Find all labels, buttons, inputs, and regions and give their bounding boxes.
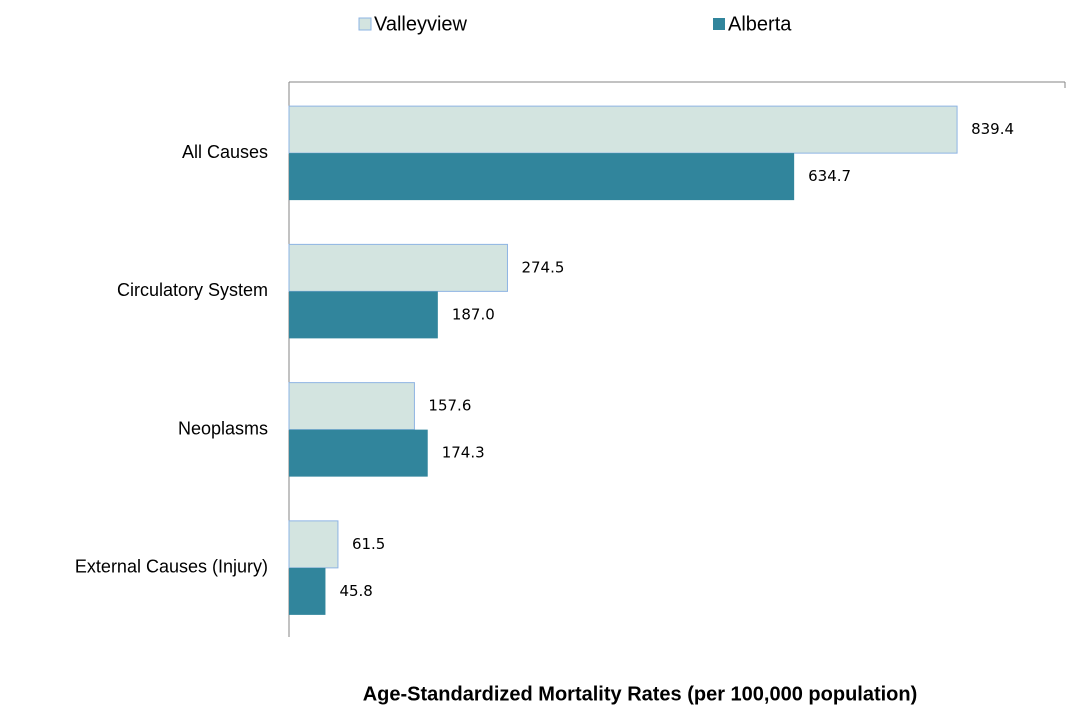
y-tick-label: Circulatory System: [117, 280, 268, 300]
bar: [289, 291, 438, 339]
y-tick-label: All Causes: [182, 142, 268, 162]
value-label: 274.5: [521, 258, 564, 276]
bar: [288, 243, 508, 292]
y-tick-label: External Causes (Injury): [75, 557, 268, 577]
bar: [288, 382, 415, 431]
legend-swatch: [358, 17, 372, 31]
bar: [289, 567, 326, 615]
value-label: 61.5: [352, 535, 385, 553]
value-label: 634.7: [808, 167, 851, 185]
value-label: 839.4: [971, 120, 1014, 138]
value-label: 187.0: [452, 305, 495, 323]
chart-title: Age-Standardized Mortality Rates (per 10…: [363, 683, 918, 705]
legend-label: Alberta: [728, 13, 792, 35]
legend-label: Valleyview: [374, 13, 468, 35]
bar: [288, 520, 339, 569]
bar: [288, 105, 958, 154]
value-label: 157.6: [428, 397, 471, 415]
bar: [289, 429, 428, 477]
y-tick-label: Neoplasms: [178, 418, 268, 438]
value-label: 45.8: [339, 582, 372, 600]
value-label: 174.3: [442, 444, 485, 462]
bar: [289, 153, 795, 201]
legend-swatch: [713, 18, 725, 30]
